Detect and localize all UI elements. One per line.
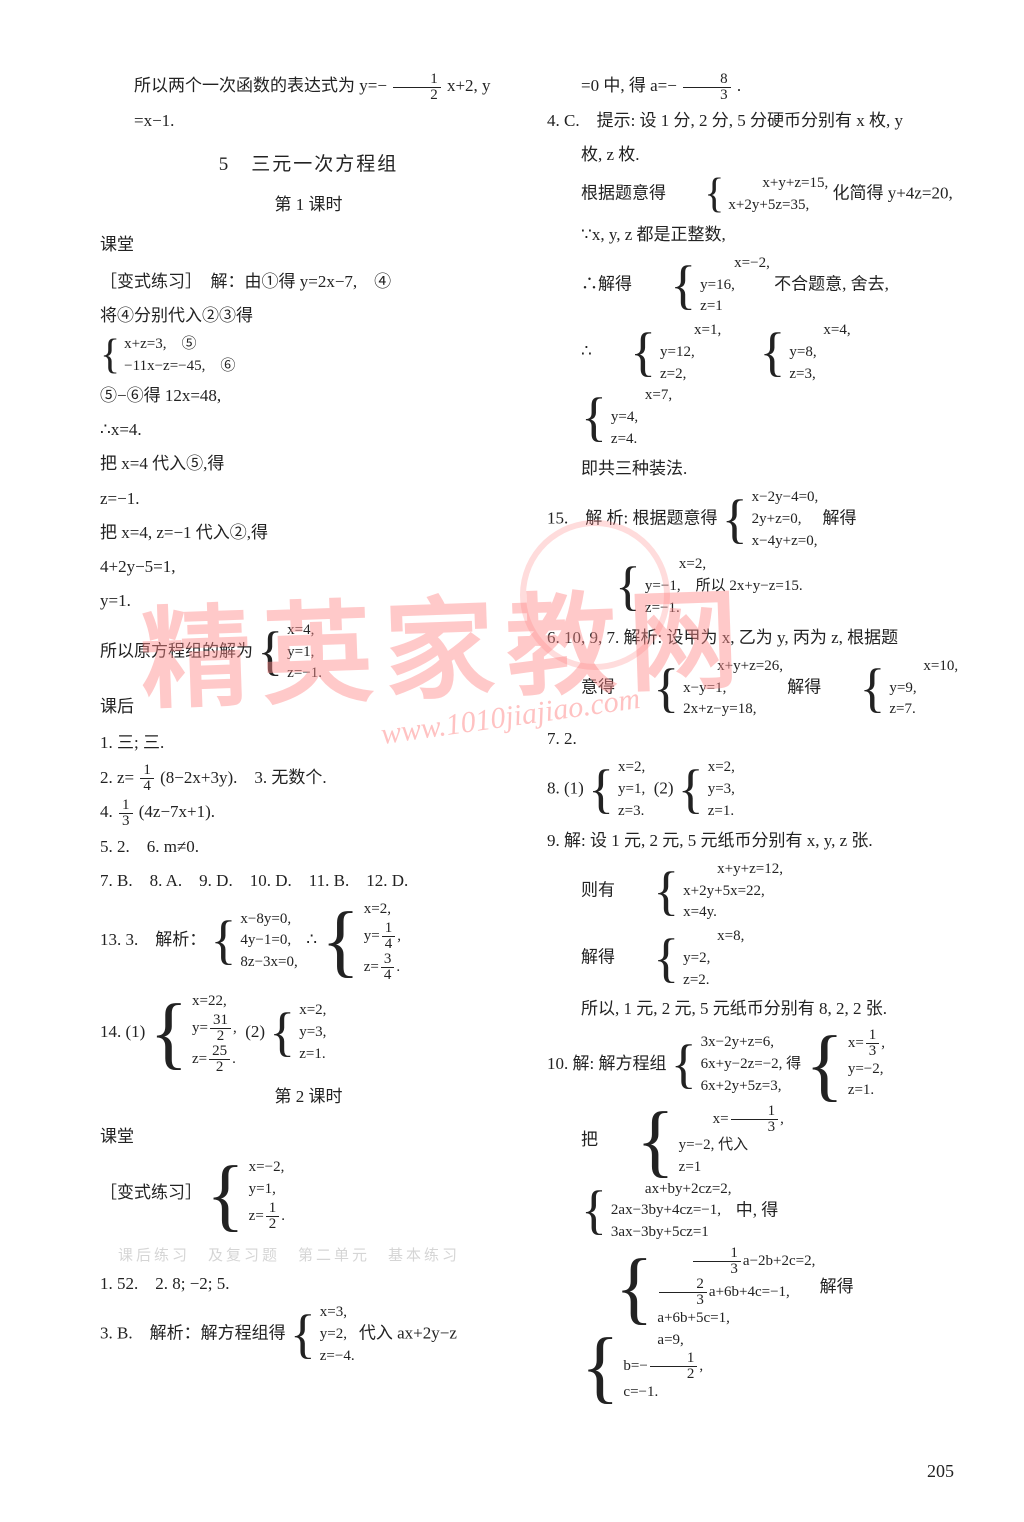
q6: 意得 {x+y+z=26,x−y=1,2x+z−y=18, 解得 {x=10,y… <box>547 656 964 721</box>
eq-brace: {x+z=3, ⑤−11x−z=−45, ⑥ <box>100 334 517 378</box>
q14: 14. (1) { x=22, y=312, z=252. (2) {x=2,y… <box>100 991 517 1075</box>
t: 4. 13 (4z−7x+1). <box>100 796 517 829</box>
t: 即共三种装法. <box>547 453 964 485</box>
t: 1. 52. 2. 8; −2; 5. <box>100 1268 517 1300</box>
q8: 8. (1) {x=2,y=1,z=3. (2) {x=2,y=3,z=1. <box>547 757 964 822</box>
q9b: 则有 {x+y+z=12,x+2y+5x=22,x=4y. <box>547 859 964 924</box>
page: 精英家教网 www.1010jiajiao.com 所以两个一次函数的表达式为 … <box>0 0 1024 1522</box>
t: ∵x, y, z 都是正整数, <box>547 219 964 251</box>
ketang-head-2: 课堂 <box>100 1121 517 1153</box>
t: 7. 2. <box>547 723 964 755</box>
t: {x=2,y=−1, 所以 2x+y−z=15.z=−1. <box>547 554 964 619</box>
faded-bar: 课后练习 及复习题 第二单元 基本练习 <box>100 1242 517 1262</box>
t: 把 x=4, z=−1 代入②,得 <box>100 517 517 549</box>
right-column: =0 中, 得 a=− 83 . 4. C. 提示: 设 1 分, 2 分, 5… <box>547 70 964 1482</box>
q10c: 把 { x=13, y=−2, 代入 z=1 {ax+by+2cz=2,2ax−… <box>547 1104 964 1244</box>
page-number: 205 <box>927 1461 954 1482</box>
t: z=−1. <box>100 483 517 515</box>
t: ∴x=4. <box>100 414 517 446</box>
t: =0 中, 得 a=− 83 . <box>547 70 964 103</box>
t: 2. z= 14 (8−2x+3y). 3. 无数个. <box>100 762 517 795</box>
t: ∴解得 {x=−2,y=16,z=1 不合题意, 舍去, <box>547 253 964 318</box>
bx2: ［变式练习］ { x=−2, y=1, z=12. <box>100 1157 517 1232</box>
t: 5. 2. 6. m≠0. <box>100 831 517 863</box>
q13: 13. 3. 解析： {x−8y=0,4y−1=0,8z−3x=0, ∴ { x… <box>100 899 517 983</box>
t: ∴ {x=1,y=12,z=2, {x=4,y=8,z=3, {x=7,y=4,… <box>547 320 964 451</box>
t: 所以两个一次函数的表达式为 y=− <box>134 76 387 95</box>
t: 根据题意得 {x+y+z=15,x+2y+5z=35, 化简得 y+4z=20, <box>547 173 964 217</box>
q10f: { 13a−2b+2c=2, 23a+6b+4c=−1, a+6b+5c=1, … <box>547 1246 964 1404</box>
q9c: 解得 {x=8,y=2,z=2. <box>547 926 964 991</box>
t: 1. 三; 三. <box>100 727 517 759</box>
t: 将④分别代入②③得 <box>100 300 517 332</box>
t: 4+2y−5=1, <box>100 551 517 583</box>
frac: 12 <box>393 72 441 103</box>
t: 9. 解: 设 1 元, 2 元, 5 元纸币分别有 x, y, z 张. <box>547 825 964 857</box>
section-title: 5 三元一次方程组 <box>100 147 517 183</box>
left-column: 所以两个一次函数的表达式为 y=− 12 x+2, y =x−1. 5 三元一次… <box>100 70 517 1482</box>
t: 所以, 1 元, 2 元, 5 元纸币分别有 8, 2, 2 张. <box>547 993 964 1025</box>
t: 所以原方程组的解为 {x=4,y=1,z=−1. <box>100 620 517 685</box>
t: 枚, z 枚. <box>547 139 964 171</box>
t: y=1. <box>100 585 517 617</box>
q10: 10. 解: 解方程组 {3x−2y+z=6,6x+y−2z=−2, 得6x+2… <box>547 1028 964 1103</box>
lesson-subtitle: 第 1 课时 <box>100 189 517 221</box>
t: 把 x=4 代入⑤,得 <box>100 448 517 480</box>
lesson-subtitle-2: 第 2 课时 <box>100 1081 517 1113</box>
intro-line: 所以两个一次函数的表达式为 y=− 12 x+2, y <box>100 70 517 103</box>
t: ⑤−⑥得 12x=48, <box>100 380 517 412</box>
ketang-head: 课堂 <box>100 229 517 261</box>
t: 6. 10, 9, 7. 解析: 设甲为 x, 乙为 y, 丙为 z, 根据题 <box>547 622 964 654</box>
q3: 3. B. 解析：解方程组得 {x=3,y=2,z=−4. 代入 ax+2y−z <box>100 1302 517 1367</box>
columns: 所以两个一次函数的表达式为 y=− 12 x+2, y =x−1. 5 三元一次… <box>100 70 964 1482</box>
t: ［变式练习］ 解：由①得 y=2x−7, ④ <box>100 266 517 298</box>
t: 7. B. 8. A. 9. D. 10. D. 11. B. 12. D. <box>100 865 517 897</box>
t: 4. C. 提示: 设 1 分, 2 分, 5 分硬币分别有 x 枚, y <box>547 105 964 137</box>
t: =x−1. <box>100 105 517 137</box>
kehou-head: 课后 <box>100 691 517 723</box>
t: x+2, y <box>447 76 491 95</box>
q15: 15. 解 析: 根据题意得 {x−2y−4=0,2y+z=0,x−4y+z=0… <box>547 487 964 552</box>
